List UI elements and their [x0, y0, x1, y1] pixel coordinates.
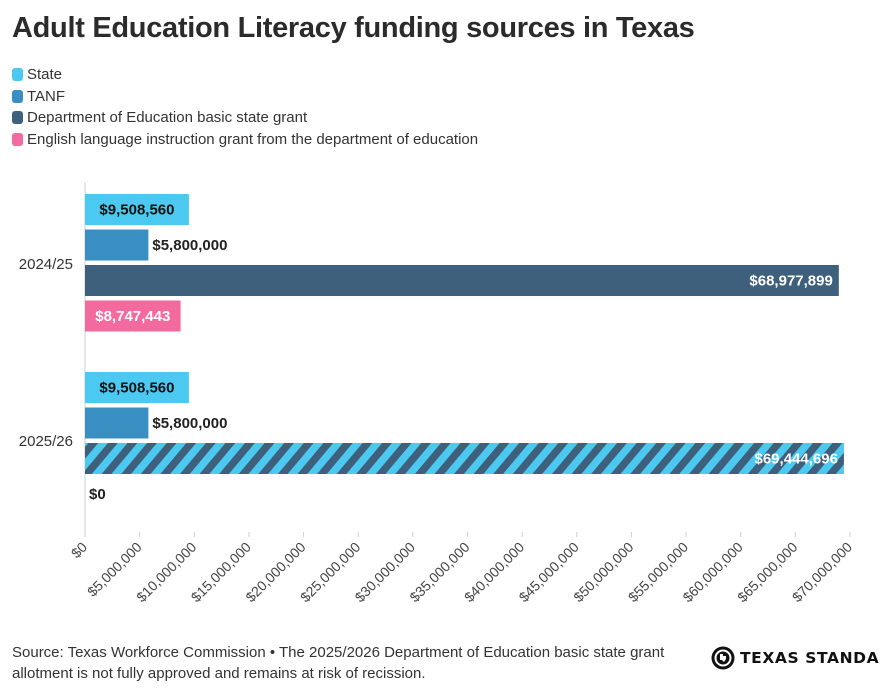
legend-item: State: [12, 64, 478, 86]
legend-item: TANF: [12, 86, 478, 108]
data-label: $8,747,443: [95, 308, 170, 325]
bar: [85, 194, 189, 225]
brand-name: TEXAS STANDARD: [740, 649, 880, 667]
legend-item: English language instruction grant from …: [12, 129, 478, 151]
x-tick-label: $0: [68, 539, 90, 561]
bar: [85, 372, 189, 403]
legend-swatch: [12, 111, 23, 125]
category-label: 2025/26: [19, 433, 73, 450]
legend-label: TANF: [27, 87, 66, 105]
data-label: $5,800,000: [152, 415, 227, 432]
legend-item: Department of Education basic state gran…: [12, 107, 478, 129]
source-note: Source: Texas Workforce Commission • The…: [12, 644, 665, 682]
data-label: $5,800,000: [152, 237, 227, 254]
texas-standard-logo-icon: [711, 646, 735, 670]
bar: [85, 407, 149, 439]
data-label: $9,508,560: [99, 202, 174, 219]
bar: [85, 300, 181, 332]
legend-swatch: [12, 68, 23, 82]
bar: [85, 443, 844, 474]
data-label: $0: [89, 486, 106, 503]
bar-chart: $0$5,000,000$10,000,000$15,000,000$20,00…: [19, 182, 855, 605]
data-label: $9,508,560: [99, 380, 174, 397]
chart-title: Adult Education Literacy funding sources…: [12, 12, 695, 44]
legend-label: Department of Education basic state gran…: [27, 109, 308, 127]
legend-label: State: [27, 66, 63, 84]
texas-standard-logo: TEXAS STANDARD: [711, 646, 880, 670]
legend-swatch: [12, 89, 23, 103]
data-label: $68,977,899: [749, 273, 832, 290]
data-label: $69,444,696: [755, 451, 838, 468]
legend-swatch: [12, 132, 23, 146]
bar: [85, 229, 149, 261]
category-label: 2024/25: [19, 256, 73, 273]
bar: [85, 265, 839, 296]
legend-label: English language instruction grant from …: [27, 130, 479, 148]
legend: State TANF Department of Education basic s…: [12, 64, 478, 150]
